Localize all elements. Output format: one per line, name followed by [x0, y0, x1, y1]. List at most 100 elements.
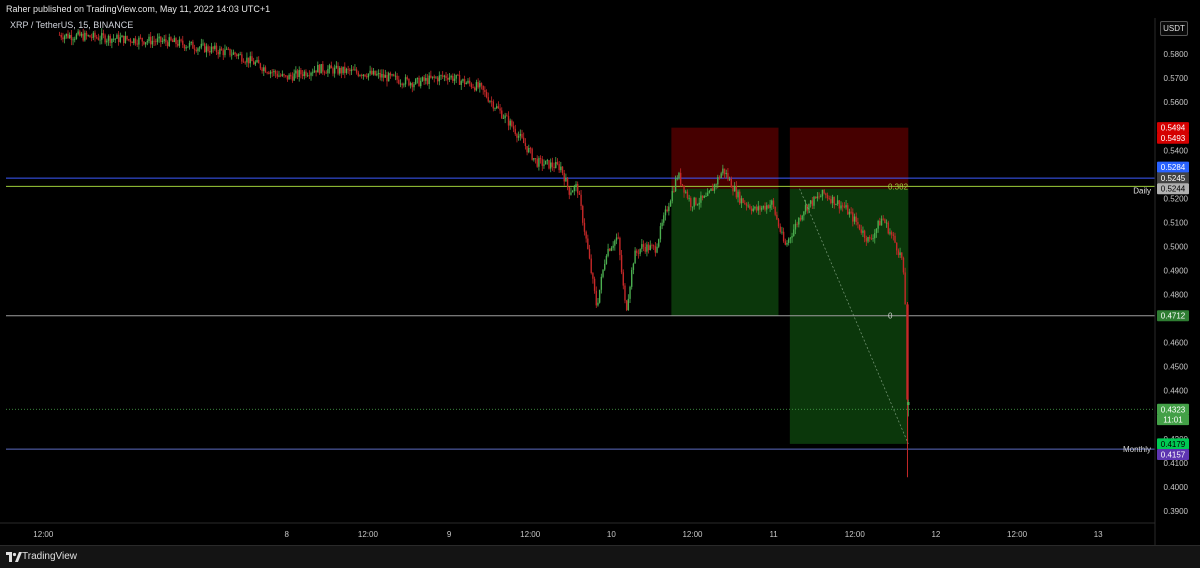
price-tick-label: 0.5200 [1164, 194, 1189, 203]
candle [155, 41, 157, 43]
candle [624, 285, 626, 301]
candle [367, 73, 370, 78]
candle [733, 186, 736, 192]
candle [220, 48, 223, 51]
candle [610, 247, 613, 251]
candle [526, 146, 528, 153]
candle [544, 160, 547, 165]
candle [460, 81, 462, 85]
candle [833, 196, 835, 205]
candle [730, 178, 732, 188]
candle [563, 173, 565, 182]
candle [521, 133, 523, 138]
time-tick-label: 12:00 [845, 530, 866, 539]
price-tag-label: 0.5493 [1161, 134, 1186, 143]
candle [583, 222, 586, 232]
candle [828, 198, 830, 200]
candle [897, 250, 900, 256]
candle [818, 196, 820, 198]
candle [857, 221, 859, 225]
footer-brand[interactable]: TradingView [22, 551, 78, 562]
candle [823, 189, 825, 194]
candle [190, 41, 192, 44]
take-profit-zone[interactable] [671, 188, 779, 316]
candle [109, 35, 111, 43]
candle [247, 57, 250, 64]
candle [556, 162, 559, 165]
candle [479, 83, 481, 88]
candle [740, 198, 743, 204]
candle [252, 61, 255, 65]
candle [445, 75, 447, 79]
candle [160, 36, 162, 42]
candle [84, 32, 86, 41]
candle [212, 46, 214, 49]
candle [723, 168, 726, 175]
time-tick-label: 12:00 [1007, 530, 1028, 539]
candle [499, 108, 501, 111]
candle [161, 40, 164, 42]
candle [335, 65, 338, 68]
candle [305, 71, 307, 76]
candle [647, 244, 650, 251]
price-chart[interactable]: 0.5800 0.5700 0.5600 0.5400 0.5200 0.5100 0.50… [0, 0, 1200, 545]
footer-bar: TradingView [0, 545, 1200, 568]
candle [322, 64, 324, 72]
candle [747, 205, 749, 207]
candle [266, 72, 268, 74]
candle [698, 202, 700, 205]
time-tick-label: 8 [285, 530, 290, 539]
candle [755, 206, 758, 211]
candle [170, 37, 172, 41]
stop-loss-zone[interactable] [789, 127, 909, 189]
candle [894, 235, 896, 243]
candle [725, 173, 727, 175]
candle [676, 178, 678, 180]
candle [494, 108, 496, 109]
candle [519, 133, 522, 136]
candle [600, 276, 603, 290]
stop-loss-zone[interactable] [671, 127, 779, 189]
candle [224, 49, 226, 56]
candle [475, 82, 478, 91]
candle [791, 236, 793, 238]
candle [288, 74, 290, 80]
price-tag-label: 0.5245 [1161, 174, 1186, 183]
candle [163, 39, 165, 41]
candle [750, 208, 753, 212]
candle [501, 110, 503, 119]
candle [207, 46, 209, 51]
price-tag [1157, 172, 1189, 184]
price-tag [1157, 122, 1189, 134]
candle [872, 238, 874, 240]
candle [524, 143, 527, 147]
candle [506, 115, 508, 117]
candle [558, 164, 560, 171]
candle [101, 33, 103, 40]
candle [411, 83, 414, 88]
candle [232, 52, 235, 55]
candle [512, 126, 515, 129]
candle [708, 190, 711, 193]
candle [696, 204, 699, 206]
candle [625, 300, 628, 311]
candle [121, 35, 123, 38]
currency-button[interactable]: USDT [1160, 21, 1188, 36]
candle [850, 211, 852, 213]
candle [664, 209, 667, 216]
candle [568, 187, 570, 195]
candle [588, 248, 591, 259]
symbol-title: XRP / TetherUS, 15, BINANCE [10, 20, 134, 30]
candle [77, 31, 79, 35]
price-tag-label: 0.4712 [1161, 312, 1186, 321]
candle [283, 74, 285, 76]
candle [688, 198, 690, 199]
candle [229, 48, 231, 56]
candle [771, 200, 773, 205]
candle [75, 34, 78, 39]
price-tag-label: 0.5244 [1161, 185, 1186, 194]
candle [241, 54, 243, 62]
candle [259, 63, 262, 69]
candle [416, 77, 419, 80]
candle [813, 196, 815, 206]
